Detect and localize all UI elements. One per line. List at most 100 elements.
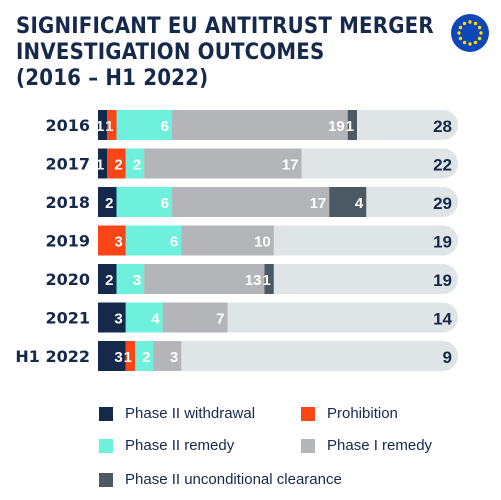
bar-segment: [181, 225, 274, 256]
segment-value-label: 17: [282, 157, 299, 174]
segment-value-label: 3: [170, 349, 178, 366]
bar-segment: [98, 264, 117, 294]
segment-value-label: 3: [133, 272, 141, 289]
legend-label: Phase I remedy: [327, 437, 433, 454]
bar-segment: [125, 302, 163, 333]
segment-value-label: 17: [310, 195, 327, 212]
category-label: 2020: [45, 270, 90, 289]
segment-value-label: 1: [105, 118, 113, 135]
bar-segment: [125, 341, 135, 371]
segment-value-label: 19: [328, 118, 345, 135]
segment-value-label: 1: [262, 272, 270, 289]
bar-segment: [98, 302, 126, 333]
segment-value-label: 6: [170, 234, 178, 251]
bar-row: 2021 3 4 7 14: [45, 302, 459, 333]
bar-segment: [264, 264, 274, 294]
bar-segment: [116, 110, 172, 140]
segment-value-label: 3: [114, 234, 122, 251]
eu-flag-star: [458, 36, 463, 41]
legend-item: Phase II withdrawal: [99, 405, 255, 422]
segment-value-label: 2: [133, 157, 141, 174]
category-label: 2016: [45, 116, 90, 135]
legend-label: Phase II remedy: [125, 437, 235, 454]
bar-segment: [98, 225, 126, 256]
total-label: 29: [433, 194, 452, 213]
segment-value-label: 1: [96, 157, 104, 174]
bar-track: [98, 341, 458, 371]
total-label: 19: [433, 233, 452, 252]
bar-segment: [98, 341, 126, 371]
category-label: 2019: [45, 232, 90, 251]
segment-value-label: 6: [161, 195, 169, 212]
legend-item: Phase I remedy: [301, 437, 432, 454]
segment-value-label: 1: [124, 349, 132, 366]
bar-row: H1 2022 3 1 2 3 9: [15, 341, 458, 371]
bar-segment: [329, 187, 367, 217]
segment-value-label: 4: [355, 195, 364, 212]
chart-title-line-1: SIGNIFICANT EU ANTITRUST MERGER: [16, 14, 434, 39]
bar-segment: [135, 341, 154, 371]
eu-flag-star: [468, 42, 472, 46]
eu-flag-star: [477, 36, 482, 41]
category-label: 2021: [45, 309, 90, 328]
eu-flag-background: [451, 14, 489, 52]
segment-value-label: 13: [245, 272, 262, 289]
bar-segment: [172, 187, 330, 217]
segment-value-label: 3: [114, 311, 122, 328]
bar-row: 2020 2 3 13 1 19: [45, 264, 458, 294]
legend-swatch: [301, 438, 315, 453]
bar-row: 2018 2 6 17 4 29: [45, 187, 458, 217]
bar-segment: [172, 110, 348, 140]
eu-flag-star: [458, 25, 463, 30]
bar-row: 2016 1 1 6 19 1 28: [45, 110, 458, 140]
legend-swatch: [99, 438, 113, 453]
chart-title-line-2: INVESTIGATION OUTCOMES: [16, 40, 325, 65]
bar-segment: [347, 110, 357, 140]
bar-segment: [116, 264, 145, 294]
bar-segment: [107, 148, 126, 179]
bar-segment: [125, 148, 145, 179]
segment-value-label: 7: [216, 311, 224, 328]
eu-flag-star: [473, 40, 478, 45]
eu-flag-star: [479, 31, 483, 35]
bar-segment: [144, 264, 265, 294]
legend-item: Phase II unconditional clearance: [99, 471, 342, 488]
legend-swatch: [99, 472, 113, 487]
eu-flag-star: [462, 21, 467, 26]
legend-item: Prohibition: [301, 405, 398, 422]
eu-flag-star: [462, 40, 467, 45]
eu-flag-icon: [451, 14, 489, 52]
eu-flag-star: [473, 21, 478, 26]
segment-value-label: 6: [161, 118, 169, 135]
segment-value-label: 2: [105, 272, 113, 289]
bar-segment: [98, 148, 108, 179]
total-label: 19: [433, 271, 452, 290]
legend-item: Phase II remedy: [99, 437, 234, 454]
bar-row: 2017 1 2 2 17 22: [45, 148, 459, 179]
segment-value-label: 10: [254, 234, 271, 251]
segment-value-label: 4: [151, 311, 160, 328]
legend-label: Prohibition: [327, 405, 398, 422]
bar-segment: [107, 110, 117, 140]
total-label: 22: [433, 156, 452, 175]
legend-swatch: [99, 406, 113, 421]
bar-segment: [153, 341, 182, 371]
bar-segment: [116, 187, 172, 217]
total-label: 14: [433, 310, 452, 329]
segment-value-label: 2: [114, 157, 122, 174]
bar-segment: [162, 302, 228, 333]
chart-title-line-3: (2016 – H1 2022): [16, 66, 209, 91]
chart-title: SIGNIFICANT EU ANTITRUST MERGER INVESTIG…: [16, 14, 436, 92]
total-label: 9: [443, 348, 452, 367]
eu-flag-star: [468, 20, 472, 24]
bar-segment: [125, 225, 182, 256]
segment-value-label: 2: [142, 349, 150, 366]
segment-value-label: 1: [96, 118, 104, 135]
bar-segment: [98, 110, 108, 140]
category-label: 2018: [45, 193, 90, 212]
legend-label: Phase II withdrawal: [125, 405, 256, 422]
segment-value-label: 3: [114, 349, 122, 366]
bar-segment: [98, 187, 117, 217]
eu-flag-star: [477, 25, 482, 30]
